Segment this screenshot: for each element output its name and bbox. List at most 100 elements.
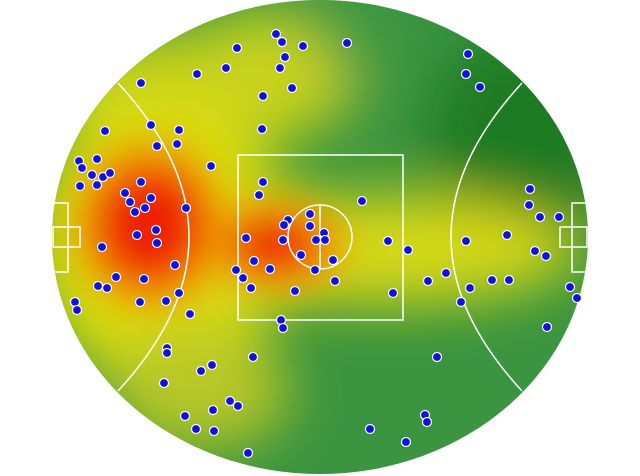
point (129, 206, 141, 218)
point (86, 169, 98, 181)
point (173, 124, 185, 136)
point (329, 275, 341, 287)
point (205, 160, 217, 172)
point (319, 234, 331, 246)
point (232, 400, 244, 412)
point (460, 235, 472, 247)
point (119, 187, 131, 199)
point (529, 245, 541, 257)
points (69, 28, 583, 459)
point (179, 410, 191, 422)
point (110, 271, 122, 283)
point (364, 423, 376, 435)
point (139, 202, 151, 214)
point (206, 359, 218, 371)
point (400, 436, 412, 448)
point (169, 259, 181, 271)
point (309, 264, 321, 276)
point (277, 234, 289, 246)
point (173, 287, 185, 299)
point (356, 195, 368, 207)
point (541, 321, 553, 333)
point (151, 237, 163, 249)
point (279, 51, 291, 63)
point (150, 224, 162, 236)
point (131, 229, 143, 241)
point (253, 189, 265, 201)
point (341, 37, 353, 49)
point (220, 62, 232, 74)
point (310, 234, 322, 246)
point (327, 254, 339, 266)
point (277, 322, 289, 334)
point (91, 179, 103, 191)
point (264, 263, 276, 275)
point (460, 68, 472, 80)
point (71, 304, 83, 316)
point (278, 219, 290, 231)
point (76, 162, 88, 174)
point (145, 119, 157, 131)
point (171, 138, 183, 150)
point (92, 280, 104, 292)
point (257, 90, 269, 102)
point (184, 308, 196, 320)
point (134, 296, 146, 308)
point (540, 250, 552, 262)
point (402, 244, 414, 256)
point (74, 180, 86, 192)
point (151, 140, 163, 152)
point (524, 183, 536, 195)
point (382, 235, 394, 247)
point (295, 249, 307, 261)
point (190, 423, 202, 435)
point (501, 229, 513, 241)
point (230, 264, 242, 276)
point (304, 220, 316, 232)
point (440, 267, 452, 279)
point (224, 395, 236, 407)
point (270, 28, 282, 40)
point (91, 153, 103, 165)
point (158, 377, 170, 389)
point (99, 125, 111, 137)
point (571, 292, 583, 304)
point (191, 68, 203, 80)
point (387, 287, 399, 299)
point (195, 365, 207, 377)
point (247, 351, 259, 363)
point (464, 282, 476, 294)
point (304, 208, 316, 220)
point (104, 167, 116, 179)
point (180, 202, 192, 214)
point (96, 241, 108, 253)
point (534, 211, 546, 223)
point (276, 36, 288, 48)
point (274, 62, 286, 74)
point (462, 48, 474, 60)
point (289, 285, 301, 297)
point (474, 81, 486, 93)
point (245, 282, 257, 294)
point (208, 425, 220, 437)
point (297, 40, 309, 52)
point (256, 123, 268, 135)
point (421, 416, 433, 428)
point (135, 77, 147, 89)
point (138, 273, 150, 285)
point (503, 274, 515, 286)
point (240, 232, 252, 244)
point (242, 447, 254, 459)
point (145, 192, 157, 204)
point (422, 275, 434, 287)
point (553, 211, 565, 223)
point (523, 199, 535, 211)
point (161, 347, 173, 359)
point (101, 282, 113, 294)
point (564, 281, 576, 293)
point (237, 272, 249, 284)
point (286, 82, 298, 94)
point (124, 196, 136, 208)
point (231, 42, 243, 54)
point (207, 404, 219, 416)
